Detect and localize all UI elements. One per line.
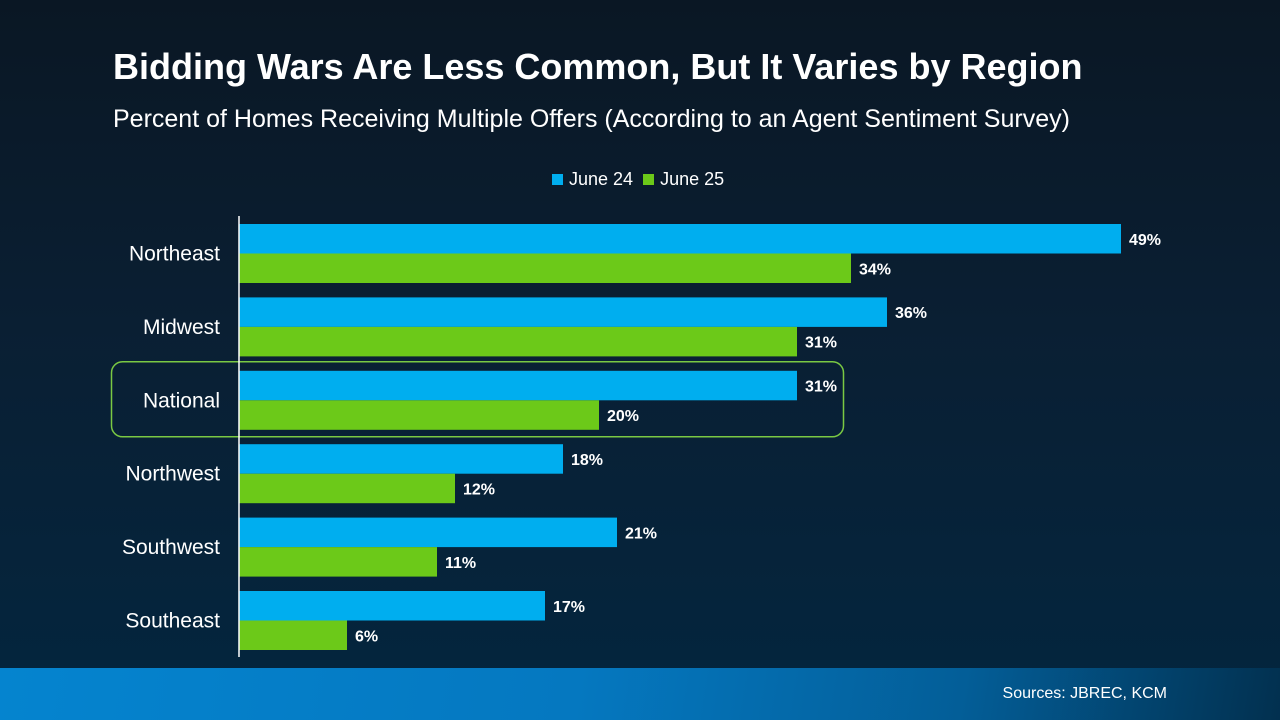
bar-northeast-june-24 [239, 224, 1121, 254]
highlight-box-national [110, 361, 845, 438]
category-label-national: National [143, 389, 220, 412]
category-label-midwest: Midwest [143, 316, 220, 339]
legend-swatch-june-24 [552, 174, 563, 185]
data-label-national-june-25: 20% [607, 408, 639, 425]
data-label-southeast-june-24: 17% [553, 599, 585, 616]
category-label-southeast: Southeast [125, 610, 220, 633]
data-label-northeast-june-24: 49% [1129, 232, 1161, 249]
chart-subtitle: Percent of Homes Receiving Multiple Offe… [113, 105, 1070, 133]
bar-southwest-june-25 [239, 547, 437, 577]
bar-national-june-24 [239, 370, 797, 401]
category-label-northeast: Northeast [129, 243, 220, 266]
bar-southeast-june-25 [239, 620, 347, 650]
legend-label-june-25: June 25 [660, 169, 725, 189]
data-label-southwest-june-24: 21% [625, 525, 657, 542]
legend-label-june-24: June 24 [569, 169, 634, 189]
bar-midwest-june-25 [239, 326, 797, 357]
footer-bar: Sources: JBREC, KCM [0, 668, 1280, 720]
sources-text: Sources: JBREC, KCM [1002, 685, 1167, 702]
chart-title: Bidding Wars Are Less Common, But It Var… [113, 46, 1083, 87]
bar-northwest-june-25 [239, 473, 455, 504]
legend-swatch-june-25 [643, 174, 655, 185]
data-label-midwest-june-25: 31% [805, 335, 837, 352]
data-label-southwest-june-25: 11% [445, 555, 476, 572]
data-label-northwest-june-24: 18% [571, 452, 603, 469]
bar-midwest-june-24 [239, 297, 887, 327]
bar-national-june-25 [239, 400, 599, 430]
data-label-national-june-24: 31% [805, 379, 837, 396]
data-label-northwest-june-25: 12% [463, 481, 495, 498]
category-label-northwest: Northwest [125, 463, 220, 486]
legend: June 24 June 25 [552, 169, 724, 190]
category-label-southwest: Southwest [122, 536, 220, 559]
bar-northeast-june-25 [239, 253, 851, 283]
data-label-midwest-june-24: 36% [895, 305, 927, 322]
bar-northwest-june-24 [239, 444, 563, 474]
data-label-southeast-june-25: 6% [355, 628, 378, 645]
bar-southeast-june-24 [239, 591, 545, 621]
bar-southwest-june-24 [239, 517, 617, 548]
data-label-northeast-june-25: 34% [859, 261, 891, 278]
